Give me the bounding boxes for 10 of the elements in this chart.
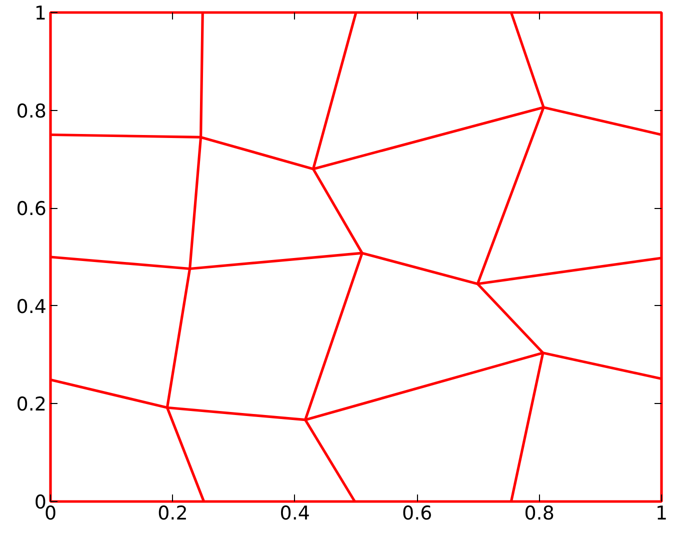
y-tick-label: 0.2	[16, 394, 46, 416]
y-tick-label: 0.4	[16, 296, 46, 318]
x-tick-label: 0.2	[158, 502, 188, 524]
y-tick-label: 0.8	[16, 100, 46, 122]
x-tick-label: 0.4	[280, 502, 310, 524]
y-tick-label: 0.6	[16, 198, 46, 220]
y-tick-label: 1	[34, 2, 47, 24]
x-tick-label: 0.6	[402, 502, 432, 524]
x-tick-label: 1	[655, 502, 668, 524]
x-tick-label: 0.8	[524, 502, 554, 524]
